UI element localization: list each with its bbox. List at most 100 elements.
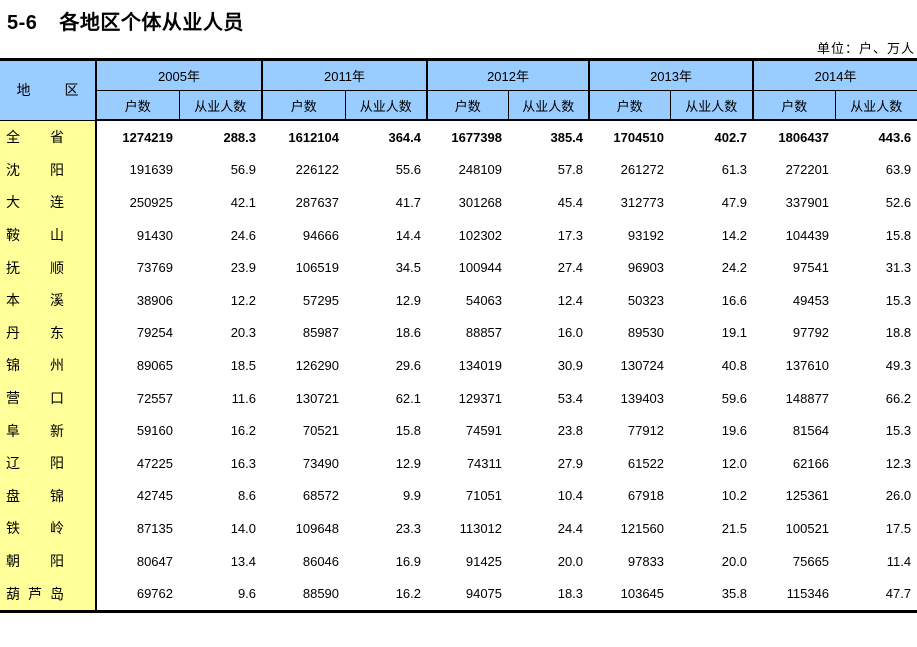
- cell-value: 21.5: [721, 520, 748, 536]
- region-label-char: 连: [50, 194, 64, 211]
- table-title-text: 各地区个体从业人员: [59, 12, 244, 34]
- region-label-text: 盘锦: [6, 486, 64, 506]
- region-label: 全省: [0, 120, 97, 154]
- cell-value: 100944: [458, 260, 503, 276]
- region-label-text: 营口: [6, 388, 64, 408]
- region-label-char: 大: [6, 194, 20, 211]
- cell-value: 16.3: [230, 455, 257, 471]
- cell-value: 47.7: [885, 586, 912, 602]
- cell-value: 8.6: [237, 488, 257, 504]
- households-header: 户数: [95, 90, 179, 121]
- cell-value: 23.9: [230, 260, 257, 276]
- cell-value: 41.7: [395, 194, 422, 210]
- table-row: 铁岭 87135 14.0 109648 23.3 113012 24.4 121560 21.…: [0, 512, 917, 545]
- region-label-char: 顺: [50, 259, 64, 276]
- employed-persons-header: 从业人数: [507, 90, 590, 121]
- cell-value: 57295: [302, 292, 340, 308]
- year-header-2014: 2014年: [752, 59, 917, 91]
- region-header-label: 地区: [17, 80, 79, 100]
- region-label-char: 沈: [6, 161, 20, 178]
- region-header-char: 地: [16, 82, 31, 99]
- region-label-text: 本溪: [6, 290, 64, 310]
- cell-value: 24.6: [230, 227, 257, 243]
- cell-value: 38906: [136, 292, 173, 308]
- cell-value: 1806437: [778, 129, 830, 145]
- cell-value: 100521: [785, 520, 830, 536]
- cell-value: 67918: [627, 488, 665, 504]
- cell-value: 109648: [295, 520, 340, 536]
- cell-value: 1677398: [451, 129, 503, 145]
- cell-value: 126290: [295, 357, 340, 373]
- cell-value: 85987: [302, 325, 340, 341]
- cell-value: 24.2: [721, 260, 748, 276]
- region-label-text: 铁岭: [6, 518, 64, 538]
- cell-value: 1612104: [288, 129, 340, 145]
- region-label-char: 新: [50, 422, 64, 439]
- year-header-2011: 2011年: [261, 59, 428, 91]
- region-label-char: 溪: [50, 292, 64, 309]
- region-label: 鞍山: [0, 218, 97, 252]
- cell-value: 61.3: [721, 162, 748, 178]
- cell-value: 23.3: [395, 520, 422, 536]
- cell-value: 34.5: [395, 260, 422, 276]
- cell-value: 121560: [620, 520, 665, 536]
- region-label-text: 丹东: [6, 323, 64, 343]
- cell-value: 102302: [458, 227, 503, 243]
- cell-value: 59.6: [721, 390, 748, 406]
- cell-value: 19.1: [721, 325, 748, 341]
- cell-value: 104439: [785, 227, 830, 243]
- region-label-char: 丹: [6, 324, 20, 341]
- cell-value: 72557: [136, 390, 173, 406]
- cell-value: 88590: [302, 586, 340, 602]
- year-header-2005: 2005年: [94, 59, 263, 91]
- cell-value: 9.6: [237, 586, 257, 602]
- cell-value: 49453: [792, 292, 830, 308]
- cell-value: 301268: [458, 194, 503, 210]
- region-label-char: 岛: [50, 585, 64, 602]
- cell-value: 130721: [295, 390, 340, 406]
- cell-value: 75665: [792, 553, 830, 569]
- cell-value: 261272: [620, 162, 665, 178]
- table-row: 朝阳 80647 13.4 86046 16.9 91425 20.0 97833 20.0 75…: [0, 544, 917, 578]
- table-row: 盘锦 42745 8.6 68572 9.9 71051 10.4 67918 10.2 1253…: [0, 479, 917, 513]
- table-row: 丹东 79254 20.3 85987 18.6 88857 16.0 89530 19.1 97…: [0, 316, 917, 350]
- region-label-char: 抚: [6, 259, 20, 276]
- cell-value: 77912: [627, 423, 665, 439]
- region-label-char: 山: [50, 227, 64, 244]
- cell-value: 16.6: [721, 292, 748, 308]
- cell-value: 12.9: [395, 455, 422, 471]
- region-header-char: 区: [64, 82, 79, 99]
- cell-value: 14.2: [721, 227, 748, 243]
- cell-value: 89065: [136, 357, 173, 373]
- households-header: 户数: [426, 90, 509, 121]
- cell-value: 17.3: [557, 227, 584, 243]
- table-row: 抚顺 73769 23.9 106519 34.5 100944 27.4 96903 24.2…: [0, 251, 917, 284]
- cell-value: 312773: [620, 194, 665, 210]
- cell-value: 27.9: [557, 455, 584, 471]
- region-label-char: 锦: [6, 357, 20, 374]
- cell-value: 74311: [466, 455, 503, 471]
- table-row: 全省 1274219 288.3 1612104 364.4 1677398 385.4 17…: [0, 120, 917, 154]
- table-row: 鞍山 91430 24.6 94666 14.4 102302 17.3 93192 14.2 1…: [0, 218, 917, 252]
- cell-value: 337901: [785, 194, 830, 210]
- region-label-char: 阳: [50, 553, 64, 570]
- region-label: 锦州: [0, 349, 97, 382]
- cell-value: 97792: [792, 325, 830, 341]
- employed-persons-header: 从业人数: [669, 90, 754, 121]
- cell-value: 15.8: [885, 227, 912, 243]
- cell-value: 42.1: [230, 194, 257, 210]
- cell-value: 24.4: [557, 520, 584, 536]
- cell-value: 69762: [136, 586, 173, 602]
- cell-value: 91425: [465, 553, 503, 569]
- region-label-char: 阳: [50, 455, 64, 472]
- cell-value: 73769: [136, 260, 173, 276]
- region-label-char: 阳: [50, 161, 64, 178]
- region-label-text: 阜新: [6, 421, 64, 441]
- cell-value: 29.6: [395, 357, 422, 373]
- cell-value: 74591: [465, 423, 503, 439]
- cell-value: 11.4: [886, 553, 912, 569]
- cell-value: 94666: [302, 227, 340, 243]
- table-row: 营口 72557 11.6 130721 62.1 129371 53.4 139403 59.…: [0, 381, 917, 415]
- cell-value: 73490: [302, 455, 340, 471]
- cell-value: 14.0: [230, 520, 257, 536]
